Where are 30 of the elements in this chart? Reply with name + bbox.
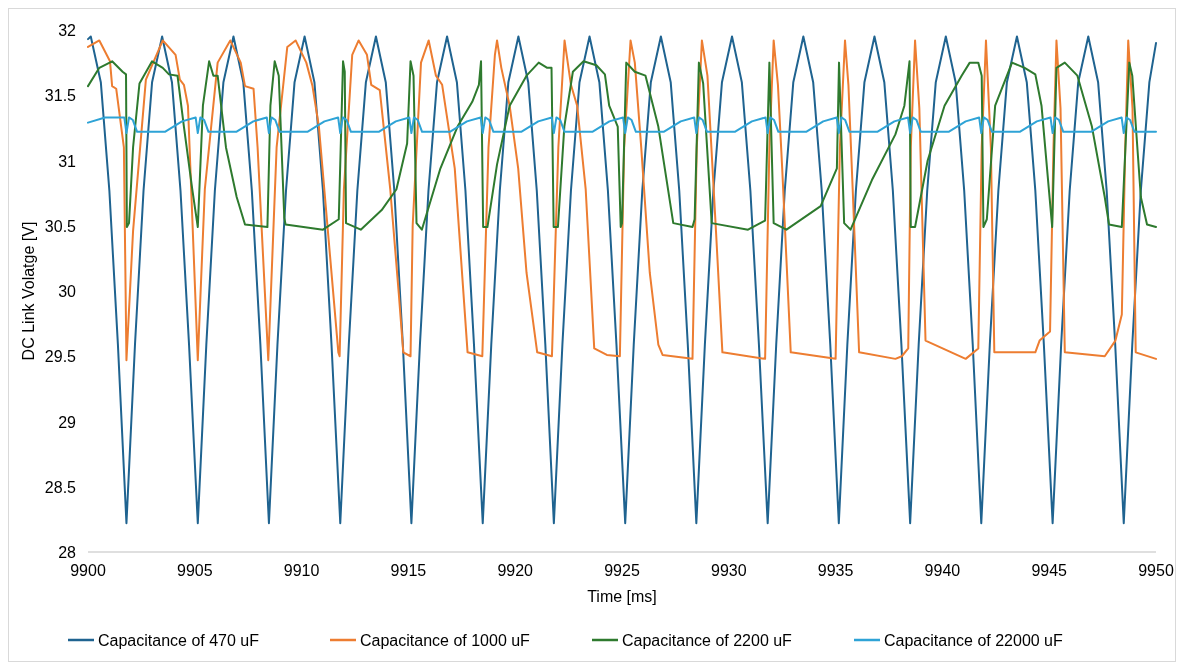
x-axis-title: Time [ms]	[587, 588, 657, 605]
line-series	[87, 60, 1157, 231]
y-axis-title: DC Link Volatge [V]	[20, 221, 37, 361]
x-tick-label: 9905	[177, 562, 213, 579]
legend-label: Capacitance of 2200 uF	[622, 632, 793, 649]
x-tick-label: 9945	[1031, 562, 1068, 579]
x-tick-label: 9900	[70, 562, 106, 579]
y-tick-label: 29	[58, 413, 77, 431]
y-tick-label: 28	[58, 544, 77, 561]
x-tick-label: 9930	[711, 562, 747, 579]
x-tick-label: 9910	[283, 562, 320, 579]
x-tick-label: 9915	[390, 562, 427, 579]
x-tick-label: 9940	[924, 562, 961, 579]
line-series	[87, 35, 1157, 525]
legend-label: Capacitance of 1000 uF	[360, 632, 531, 649]
line-series	[87, 116, 1157, 135]
y-tick-label: 31.5	[44, 87, 77, 105]
x-tick-label: 9950	[1138, 562, 1174, 579]
x-tick-label: 9935	[817, 562, 854, 579]
legend-label: Capacitance of 22000 uF	[884, 632, 1064, 649]
x-tick-label: 9925	[604, 562, 640, 579]
y-tick-label: 31	[58, 152, 77, 170]
x-tick-label: 9920	[497, 562, 534, 579]
y-tick-label: 32	[58, 22, 77, 39]
y-tick-label: 29.5	[44, 348, 77, 366]
y-tick-label: 30	[58, 283, 77, 300]
y-tick-label: 28.5	[44, 478, 77, 496]
legend-label: Capacitance of 470 uF	[98, 632, 260, 649]
y-tick-label: 30.5	[44, 217, 77, 235]
line-series	[87, 39, 1157, 362]
